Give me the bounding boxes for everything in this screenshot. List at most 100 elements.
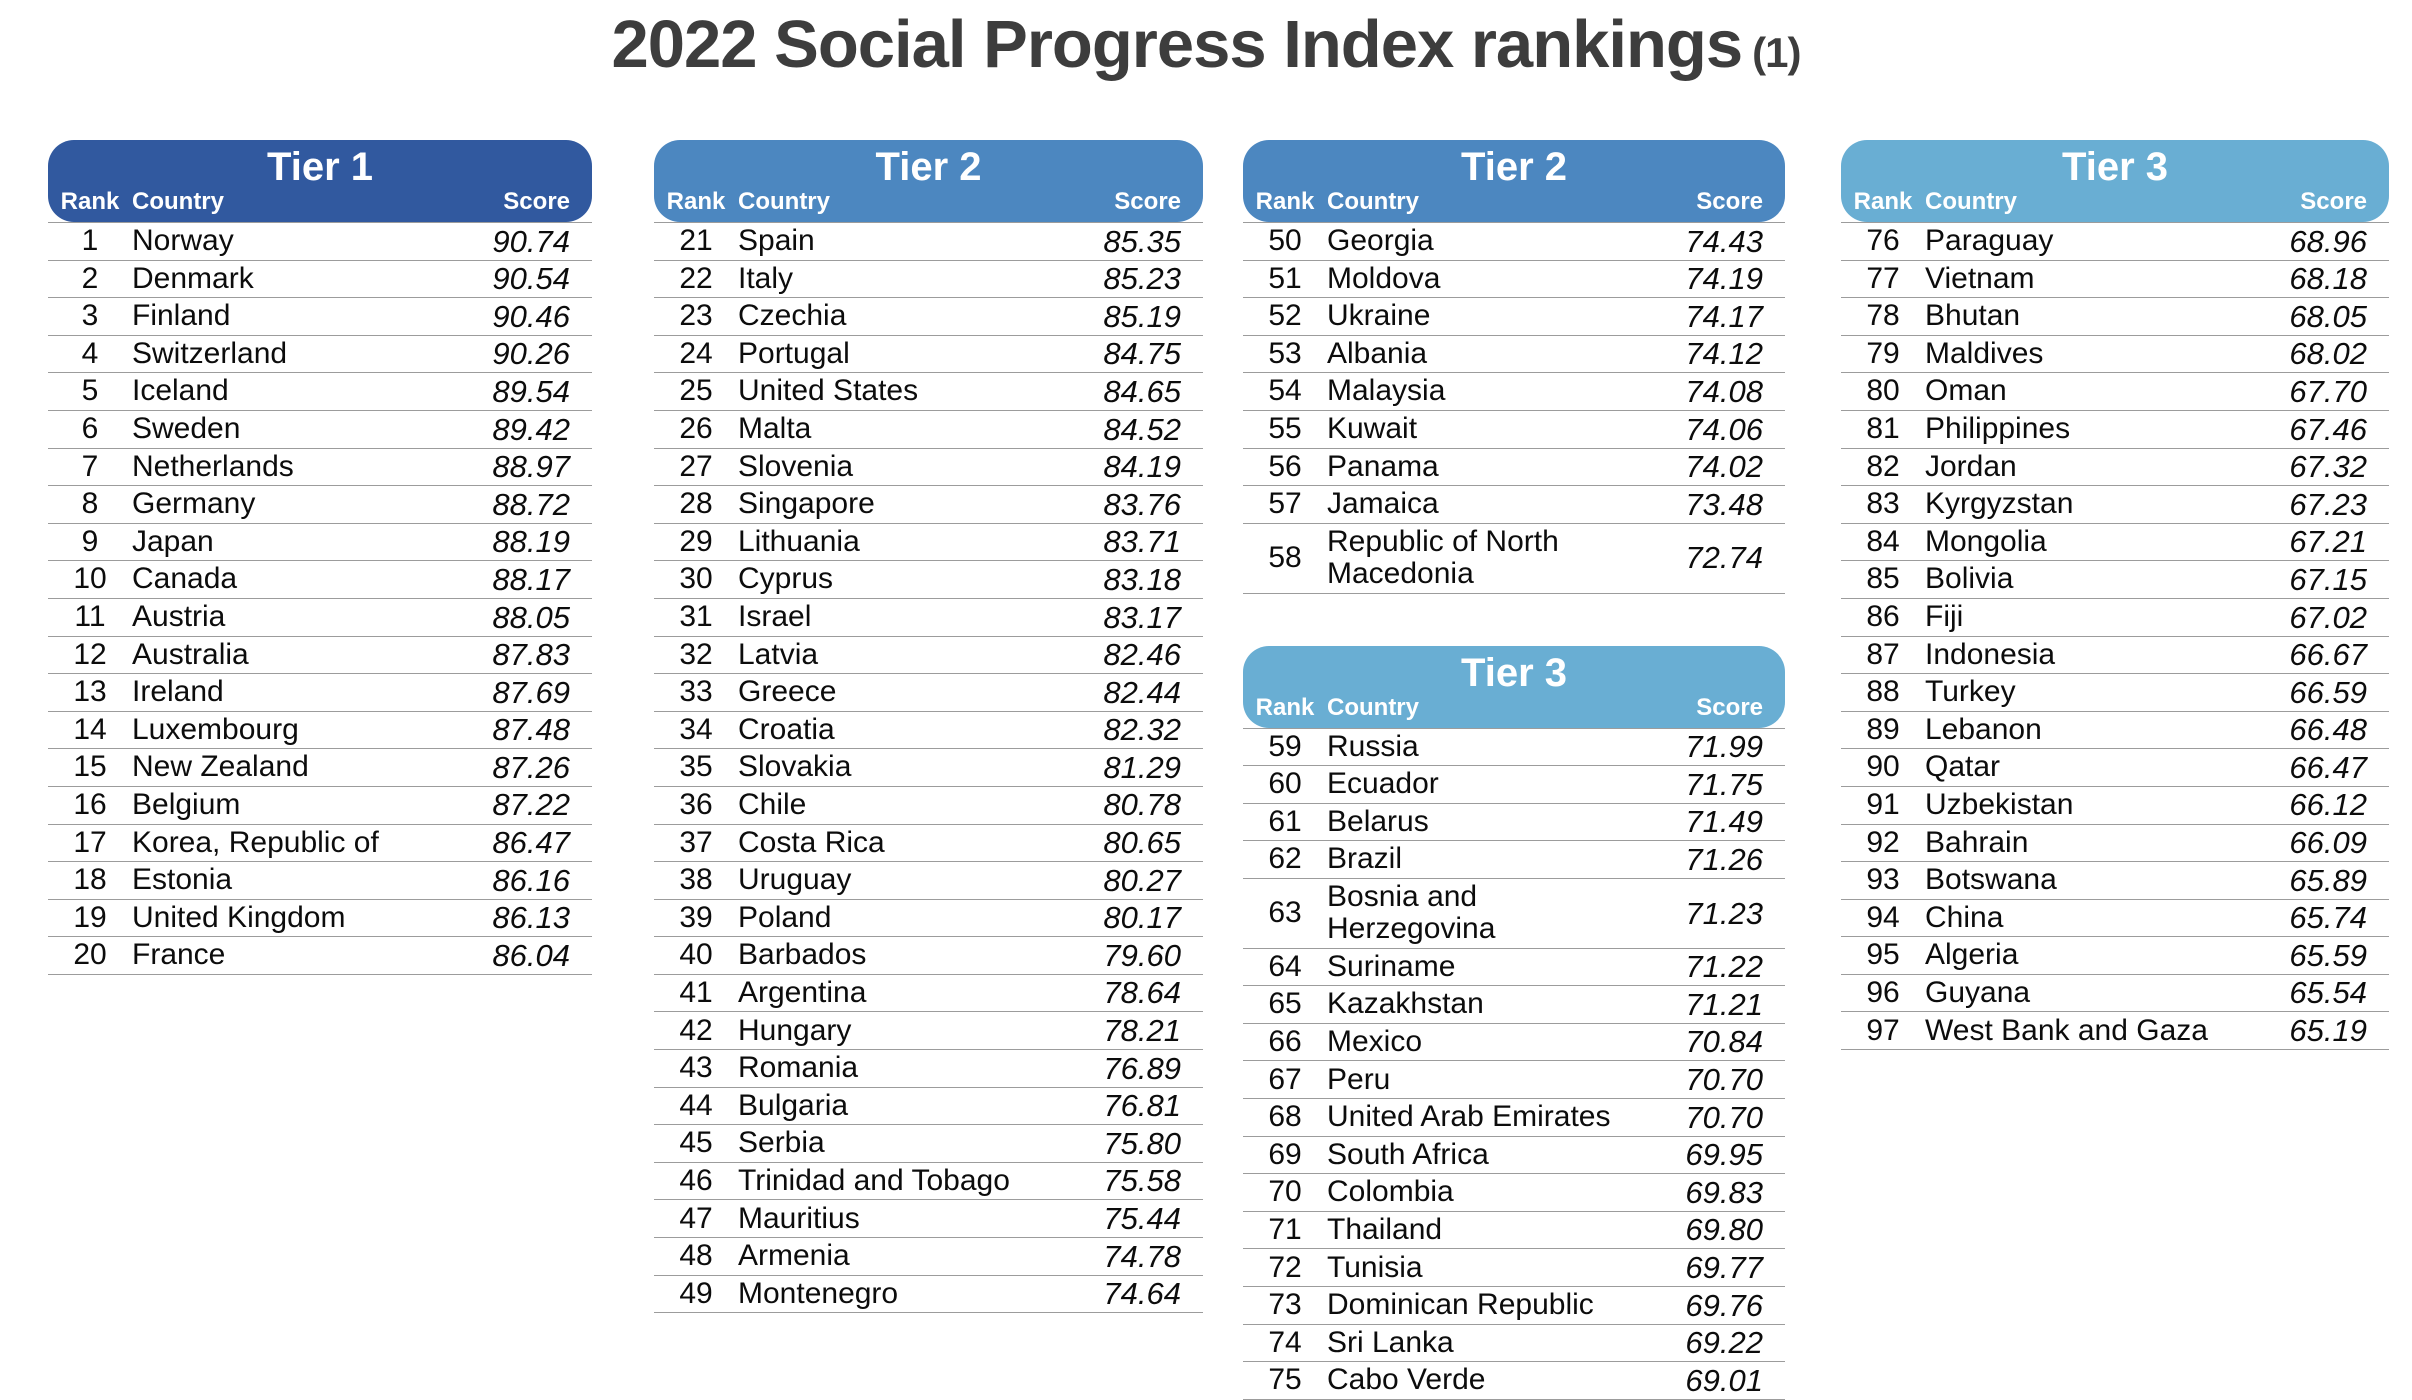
table-row: 80 Oman 67.70 bbox=[1841, 373, 2389, 411]
score-cell: 80.65 bbox=[1103, 825, 1181, 861]
table-row: 81 Philippines 67.46 bbox=[1841, 411, 2389, 449]
tier2-table-b: Tier 2 Rank Country Score 50 Georgia 74.43… bbox=[1243, 140, 1785, 594]
table-row: 1 Norway 90.74 bbox=[48, 223, 592, 261]
rank-cell: 8 bbox=[81, 487, 99, 521]
score-cell: 83.71 bbox=[1103, 524, 1181, 560]
table-row: 96 Guyana 65.54 bbox=[1841, 975, 2389, 1013]
score-cell: 80.17 bbox=[1103, 900, 1181, 936]
table-row: 84 Mongolia 67.21 bbox=[1841, 524, 2389, 562]
score-cell: 69.83 bbox=[1685, 1174, 1763, 1210]
rank-cell: 50 bbox=[1268, 224, 1302, 258]
rank-cell: 83 bbox=[1866, 487, 1900, 521]
table-row: 49 Montenegro 74.64 bbox=[654, 1276, 1203, 1314]
country-column-header: Country bbox=[1327, 693, 1419, 721]
rank-cell: 29 bbox=[679, 524, 713, 558]
table-row: 15 New Zealand 87.26 bbox=[48, 749, 592, 787]
rank-cell: 81 bbox=[1866, 412, 1900, 446]
country-cell: Kyrgyzstan bbox=[1925, 487, 2074, 521]
rank-cell: 90 bbox=[1866, 750, 1900, 784]
tier-title: Tier 1 bbox=[267, 145, 373, 189]
score-cell: 74.06 bbox=[1685, 411, 1763, 447]
country-cell: Japan bbox=[132, 524, 214, 558]
rank-cell: 15 bbox=[73, 750, 107, 784]
rank-cell: 17 bbox=[73, 825, 107, 859]
score-cell: 76.81 bbox=[1103, 1088, 1181, 1124]
country-cell: Germany bbox=[132, 487, 256, 521]
score-cell: 87.22 bbox=[492, 787, 570, 823]
score-cell: 73.48 bbox=[1685, 486, 1763, 522]
rank-cell: 87 bbox=[1866, 637, 1900, 671]
country-cell: Trinidad and Tobago bbox=[738, 1163, 1010, 1197]
rank-cell: 78 bbox=[1866, 299, 1900, 333]
score-cell: 74.19 bbox=[1685, 261, 1763, 297]
country-cell: Argentina bbox=[738, 975, 867, 1009]
table-row: 93 Botswana 65.89 bbox=[1841, 862, 2389, 900]
score-cell: 65.54 bbox=[2289, 975, 2367, 1011]
score-cell: 80.27 bbox=[1103, 862, 1181, 898]
rank-cell: 48 bbox=[679, 1239, 713, 1273]
table-row: 36 Chile 80.78 bbox=[654, 787, 1203, 825]
score-cell: 74.12 bbox=[1685, 336, 1763, 372]
score-cell: 76.89 bbox=[1103, 1050, 1181, 1086]
country-cell: Turkey bbox=[1925, 675, 2016, 709]
score-cell: 79.60 bbox=[1103, 937, 1181, 973]
country-column-header: Country bbox=[1925, 188, 2017, 215]
column-1: Tier 1 Rank Country Score 1 Norway 90.74 2 D… bbox=[48, 140, 592, 975]
rank-cell: 66 bbox=[1268, 1024, 1302, 1058]
table-row: 12 Australia 87.83 bbox=[48, 637, 592, 675]
table-row: 43 Romania 76.89 bbox=[654, 1050, 1203, 1088]
score-column-header: Score bbox=[1114, 188, 1181, 215]
rank-cell: 51 bbox=[1268, 261, 1302, 295]
country-cell: Philippines bbox=[1925, 412, 2071, 446]
table-row: 18 Estonia 86.16 bbox=[48, 862, 592, 900]
country-cell: Mongolia bbox=[1925, 524, 2047, 558]
rank-cell: 16 bbox=[73, 788, 107, 821]
table-row: 59 Russia 71.99 bbox=[1243, 729, 1785, 767]
country-cell: Montenegro bbox=[738, 1276, 899, 1310]
tier1-header: Tier 1 Rank Country Score bbox=[48, 140, 592, 222]
table-row: 20 France 86.04 bbox=[48, 937, 592, 975]
rank-cell: 88 bbox=[1866, 675, 1900, 709]
country-cell: Portugal bbox=[738, 336, 850, 370]
score-cell: 83.76 bbox=[1103, 486, 1181, 522]
score-cell: 68.96 bbox=[2289, 223, 2367, 259]
score-cell: 85.35 bbox=[1103, 223, 1181, 259]
country-cell: Hungary bbox=[738, 1013, 852, 1047]
table-row: 9 Japan 88.19 bbox=[48, 524, 592, 562]
tier3-table-a: Tier 3 Rank Country Score 59 Russia 71.99 6… bbox=[1243, 645, 1785, 1400]
country-cell: South Africa bbox=[1327, 1137, 1489, 1171]
table-row: 55 Kuwait 74.06 bbox=[1243, 411, 1785, 449]
rank-cell: 35 bbox=[679, 750, 713, 784]
score-cell: 81.29 bbox=[1103, 749, 1181, 785]
table-row: 10 Canada 88.17 bbox=[48, 561, 592, 599]
country-cell: Estonia bbox=[132, 863, 233, 897]
rank-cell: 58 bbox=[1268, 540, 1302, 574]
rank-cell: 82 bbox=[1866, 449, 1900, 483]
table-row: 21 Spain 85.35 bbox=[654, 223, 1203, 261]
page-title: 2022 Social Progress Index rankings (1) bbox=[0, 6, 2412, 83]
rank-cell: 33 bbox=[679, 675, 713, 709]
country-cell: West Bank and Gaza bbox=[1925, 1013, 2208, 1047]
table-row: 42 Hungary 78.21 bbox=[654, 1012, 1203, 1051]
rank-cell: 76 bbox=[1866, 224, 1900, 258]
score-cell: 89.54 bbox=[492, 373, 570, 409]
country-cell: Cyprus bbox=[738, 562, 834, 596]
country-cell: Brazil bbox=[1327, 842, 1403, 876]
country-cell: Austria bbox=[132, 600, 226, 634]
column-headers: Rank Country Score bbox=[1841, 189, 2389, 215]
country-cell: Australia bbox=[132, 637, 249, 671]
country-cell: Bolivia bbox=[1925, 562, 2014, 596]
table-row: 72 Tunisia 69.77 bbox=[1243, 1249, 1785, 1288]
table-row: 66 Mexico 70.84 bbox=[1243, 1024, 1785, 1062]
score-cell: 90.26 bbox=[492, 336, 570, 372]
score-cell: 75.80 bbox=[1103, 1125, 1181, 1161]
table-row: 16 Belgium 87.22 bbox=[48, 787, 592, 825]
score-cell: 65.89 bbox=[2289, 862, 2367, 898]
rank-cell: 86 bbox=[1866, 600, 1900, 634]
rank-cell: 93 bbox=[1866, 863, 1900, 897]
score-cell: 89.42 bbox=[492, 411, 570, 447]
rank-cell: 23 bbox=[679, 299, 713, 333]
score-cell: 71.75 bbox=[1685, 766, 1763, 802]
rank-cell: 18 bbox=[73, 863, 107, 897]
country-cell: Jordan bbox=[1925, 449, 2017, 483]
